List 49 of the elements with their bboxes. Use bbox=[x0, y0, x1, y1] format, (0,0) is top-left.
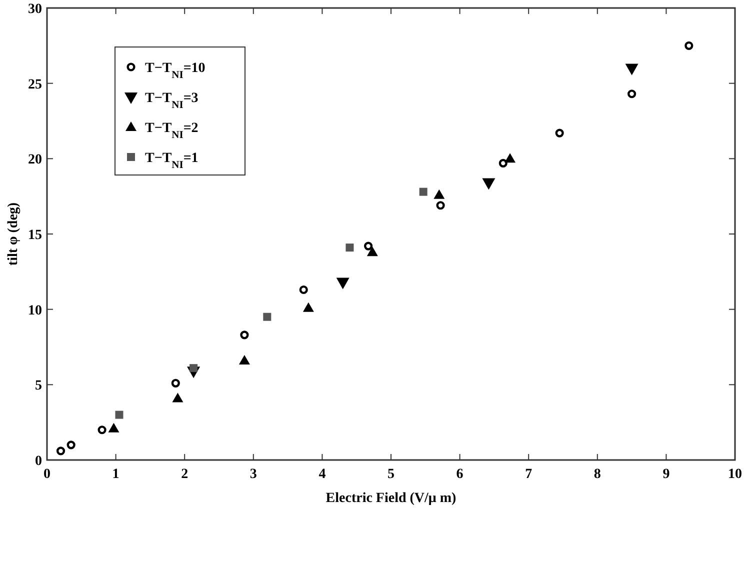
point bbox=[419, 188, 428, 196]
point bbox=[482, 178, 496, 190]
legend-label: T−T$_{NI}$=3 bbox=[145, 91, 198, 110]
x-tick-label: 10 bbox=[728, 467, 742, 482]
y-tick-label: 10 bbox=[28, 303, 42, 318]
x-tick-label: 7 bbox=[525, 467, 532, 482]
x-tick-label: 3 bbox=[250, 467, 257, 482]
point bbox=[240, 330, 249, 340]
legend-label: T−T$_{NI}$=1 bbox=[145, 151, 198, 170]
point bbox=[172, 392, 184, 402]
legend-label: T−T$_{NI}$=2 bbox=[145, 121, 198, 140]
point bbox=[434, 189, 445, 199]
point bbox=[108, 422, 120, 432]
legend-label: T−T$_{NI}$=10 bbox=[145, 61, 206, 80]
y-tick-label: 25 bbox=[28, 77, 42, 92]
point bbox=[436, 201, 445, 210]
x-tick-label: 2 bbox=[181, 467, 188, 482]
x-tick-label: 6 bbox=[456, 467, 464, 482]
point bbox=[299, 285, 308, 294]
y-tick-label: 0 bbox=[35, 454, 42, 469]
point bbox=[263, 312, 272, 321]
point bbox=[56, 446, 66, 456]
y-tick-label: 5 bbox=[35, 378, 42, 394]
point bbox=[66, 440, 76, 450]
y-tick-label: 15 bbox=[28, 228, 42, 243]
x-axis-title: Electric Field (V/μ m) bbox=[326, 491, 457, 506]
point bbox=[366, 246, 378, 256]
point bbox=[302, 302, 314, 312]
y-tick-label: 20 bbox=[28, 152, 42, 168]
point bbox=[504, 153, 516, 163]
point bbox=[364, 242, 373, 250]
point bbox=[498, 158, 508, 168]
point bbox=[684, 41, 694, 50]
point bbox=[171, 378, 180, 388]
y-axis-title: tilt φ (deg) bbox=[6, 202, 21, 266]
point bbox=[336, 278, 350, 290]
x-tick-label: 9 bbox=[662, 467, 670, 482]
x-tick-label: 5 bbox=[388, 467, 394, 482]
y-tick-label: 30 bbox=[28, 2, 42, 17]
x-tick-label: 4 bbox=[318, 467, 326, 482]
point bbox=[628, 90, 636, 98]
point bbox=[555, 128, 564, 138]
point bbox=[346, 244, 354, 252]
point bbox=[238, 355, 250, 365]
x-tick-label: 8 bbox=[594, 467, 601, 482]
point bbox=[115, 410, 124, 419]
point bbox=[625, 64, 638, 76]
point bbox=[98, 426, 106, 434]
x-tick-label: 1 bbox=[112, 467, 120, 482]
